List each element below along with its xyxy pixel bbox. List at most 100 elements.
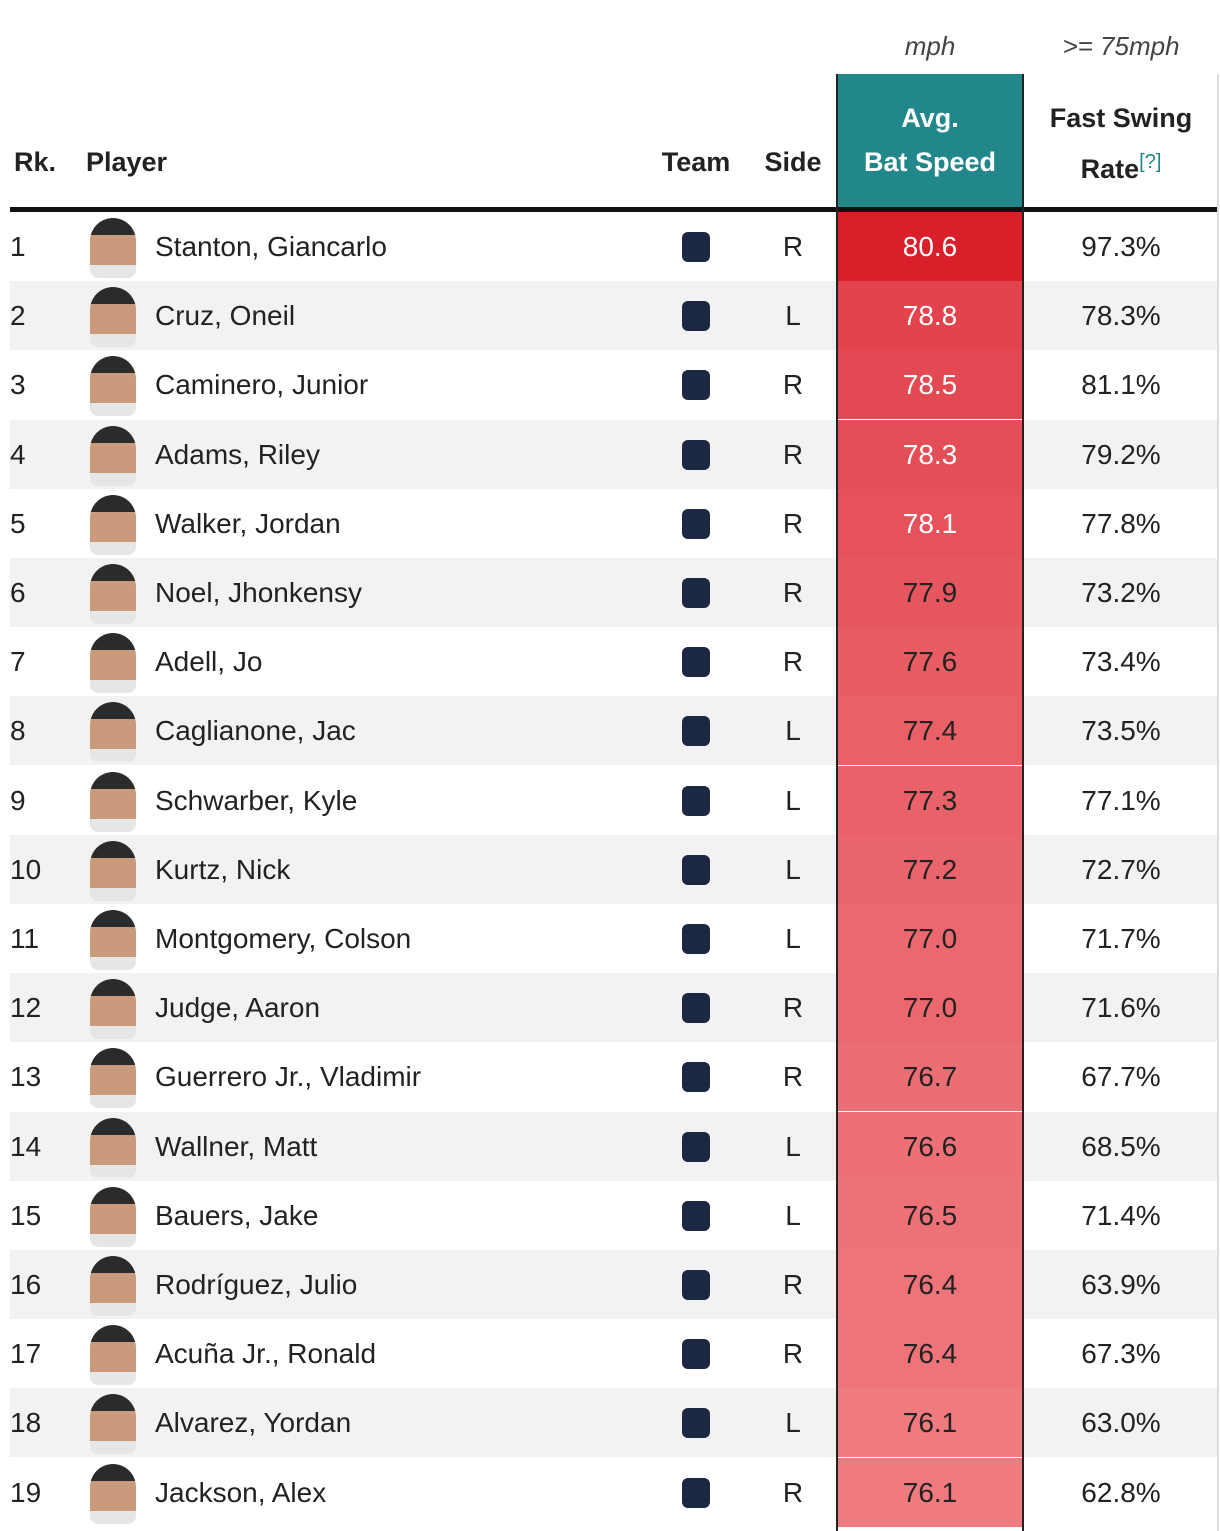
table-row[interactable]: 19 Jackson, Alex R 76.1 62.8% [10, 1457, 1218, 1527]
table-row[interactable]: 14 Wallner, Matt L 76.6 68.5% [10, 1111, 1218, 1181]
team-logo [682, 924, 710, 954]
fast-swing-rate: 77.1% [1081, 784, 1161, 816]
player-name[interactable]: Caglianone, Jac [155, 715, 356, 747]
player-name[interactable]: Adell, Jo [155, 646, 263, 678]
header-line: Avg. [901, 103, 959, 133]
player-name[interactable]: Judge, Aaron [155, 992, 321, 1024]
player-name[interactable]: Jackson, Alex [155, 1476, 327, 1508]
team-logo [682, 1062, 710, 1093]
side: L [785, 853, 801, 885]
player-name[interactable]: Noel, Jhonkensy [155, 577, 363, 608]
help-link[interactable]: [?] [1139, 151, 1162, 173]
player-name[interactable]: Guerrero Jr., Vladimir [155, 1061, 422, 1093]
column-header[interactable]: Avg. Bat Speed [838, 96, 1022, 184]
table-row[interactable]: 12 Judge, Aaron R 77.0 71.6% [10, 973, 1218, 1043]
player-name[interactable]: Kurtz, Nick [155, 853, 291, 885]
table-row[interactable]: 17 Acuña Jr., Ronald R 76.4 67.3% [10, 1319, 1218, 1389]
fast-swing-rate: 71.6% [1081, 992, 1161, 1024]
player-name[interactable]: Stanton, Giancarlo [155, 231, 387, 262]
table-row[interactable]: 4 Adams, Riley R 78.3 79.2% [10, 419, 1218, 489]
table-row[interactable]: 1 Stanton, Giancarlo R 80.6 97.3% [10, 212, 1218, 281]
player-name[interactable]: Caminero, Junior [155, 369, 369, 401]
fast-swing-rate: 67.3% [1081, 1338, 1161, 1370]
rank: 5 [10, 507, 26, 539]
table-row[interactable]: 9 Schwarber, Kyle L 77.3 77.1% [10, 765, 1218, 835]
side: L [785, 784, 801, 816]
side: L [785, 300, 801, 332]
table-row[interactable]: 18 Alvarez, Yordan L 76.1 63.0% [10, 1388, 1218, 1458]
table-row[interactable]: 3 Caminero, Junior R 78.5 81.1% [10, 350, 1218, 420]
table-row[interactable]: 8 Caglianone, Jac L 77.4 73.5% [10, 696, 1218, 766]
player-photo [90, 979, 136, 1040]
fast-swing-rate: 72.7% [1081, 853, 1161, 885]
column-header[interactable]: Team [661, 147, 731, 177]
fast-swing-rate: 73.2% [1081, 577, 1161, 608]
table-row[interactable]: 11 Montgomery, Colson L 77.0 71.7% [10, 904, 1218, 973]
player-name[interactable]: Rodríguez, Julio [155, 1269, 358, 1300]
bat-speed: 77.9 [838, 558, 1022, 627]
player-name[interactable]: Wallner, Matt [155, 1130, 318, 1162]
side: L [785, 1130, 801, 1162]
team-logo [682, 1131, 710, 1162]
column-header[interactable]: Fast Swing Rate[?] [1024, 96, 1218, 191]
rank: 3 [10, 369, 26, 401]
team-logo [682, 232, 710, 262]
rank: 4 [10, 438, 26, 470]
player-name[interactable]: Adams, Riley [155, 438, 320, 470]
fast-swing-rate: 63.0% [1081, 1407, 1161, 1439]
team-logo [682, 647, 710, 678]
player-photo [90, 910, 136, 970]
column-header[interactable]: Side [764, 147, 822, 177]
side: R [782, 1061, 804, 1093]
fast-swing-rate: 77.8% [1081, 507, 1161, 539]
side: R [782, 369, 804, 401]
table-row[interactable]: 15 Bauers, Jake L 76.5 71.4% [10, 1180, 1218, 1250]
table-row[interactable]: 10 Kurtz, Nick L 77.2 72.7% [10, 834, 1218, 904]
player-photo [90, 356, 136, 417]
player-photo [90, 840, 136, 901]
player-name[interactable]: Bauers, Jake [155, 1199, 319, 1231]
rank: 13 [10, 1061, 42, 1093]
rank: 11 [10, 923, 40, 954]
bat-speed: 78.5 [838, 350, 1022, 420]
side: R [782, 646, 804, 678]
player-name[interactable]: Acuña Jr., Ronald [155, 1338, 377, 1370]
player-name[interactable]: Cruz, Oneil [155, 300, 296, 332]
side: R [782, 992, 804, 1024]
rank: 7 [10, 646, 26, 678]
player-name[interactable]: Alvarez, Yordan [155, 1407, 352, 1439]
player-name[interactable]: Walker, Jordan [155, 507, 341, 539]
unit-label: >= 75mph [1062, 31, 1180, 61]
table-row[interactable]: 6 Noel, Jhonkensy R 77.9 73.2% [10, 558, 1218, 627]
column-header[interactable]: Player [86, 147, 168, 177]
column-header[interactable]: Rk. [14, 147, 57, 177]
column-border [836, 74, 838, 1531]
player-photo [90, 1463, 136, 1524]
rank: 15 [10, 1199, 42, 1231]
table-row[interactable]: 16 Rodríguez, Julio R 76.4 63.9% [10, 1250, 1218, 1319]
team-logo [682, 993, 710, 1024]
player-photo [90, 287, 136, 348]
side: R [782, 1338, 804, 1370]
table-row[interactable]: 2 Cruz, Oneil L 78.8 78.3% [10, 281, 1218, 351]
player-photo [90, 564, 136, 624]
table-row[interactable]: 13 Guerrero Jr., Vladimir R 76.7 67.7% [10, 1042, 1218, 1112]
table-row[interactable]: 5 Walker, Jordan R 78.1 77.8% [10, 488, 1218, 558]
team-logo [682, 1339, 710, 1370]
bat-speed: 76.4 [838, 1250, 1022, 1319]
fast-swing-rate: 71.4% [1081, 1199, 1161, 1231]
side: L [785, 715, 801, 747]
team-logo [682, 301, 710, 332]
bat-speed: 78.1 [838, 488, 1022, 558]
header-line: Rate[?] [1024, 140, 1218, 191]
bat-speed: 76.6 [838, 1111, 1022, 1181]
column-border [1217, 74, 1219, 1531]
header-rule [10, 207, 1218, 212]
player-name[interactable]: Montgomery, Colson [155, 923, 412, 954]
bat-speed: 76.1 [838, 1457, 1022, 1527]
side: R [782, 1269, 804, 1300]
fast-swing-rate: 63.9% [1081, 1269, 1161, 1300]
player-name[interactable]: Schwarber, Kyle [155, 784, 358, 816]
team-logo [682, 439, 710, 470]
table-row[interactable]: 7 Adell, Jo R 77.6 73.4% [10, 627, 1218, 697]
